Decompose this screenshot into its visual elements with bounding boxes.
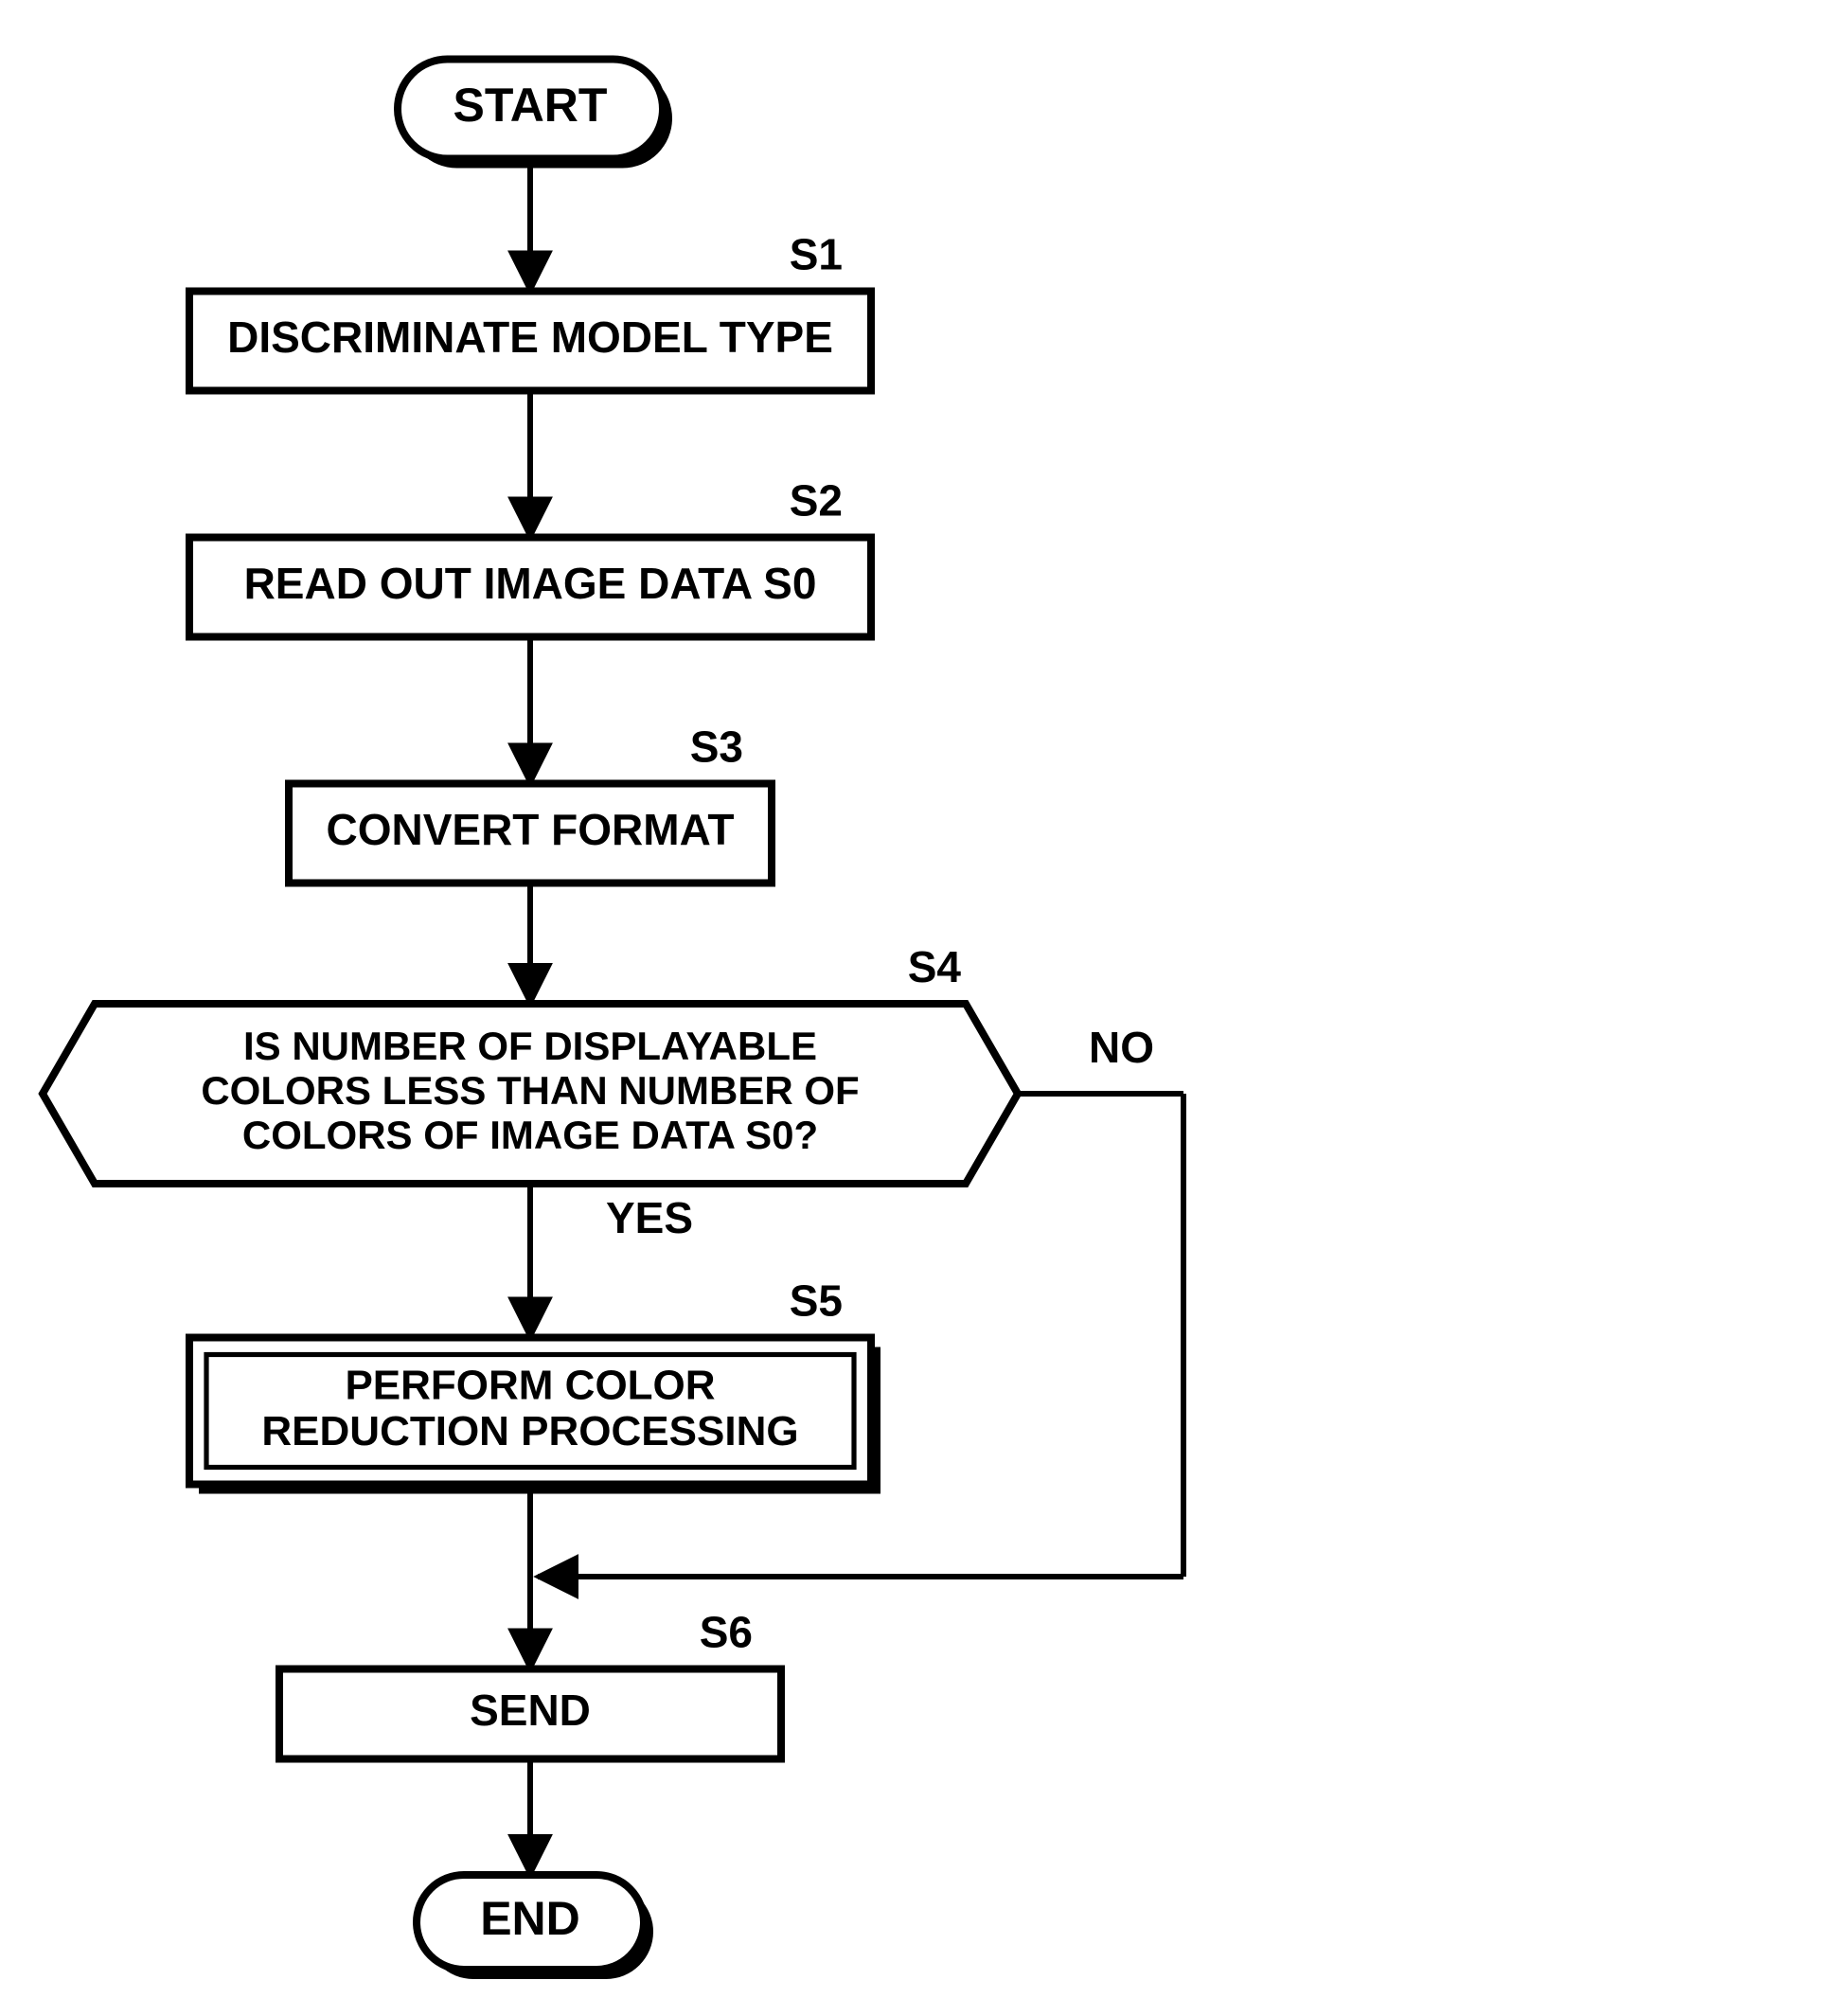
svg-text:NO: NO <box>1089 1023 1154 1072</box>
svg-text:PERFORM COLOR: PERFORM COLOR <box>345 1362 715 1408</box>
svg-text:COLORS OF IMAGE DATA S0?: COLORS OF IMAGE DATA S0? <box>242 1113 818 1157</box>
svg-text:SEND: SEND <box>470 1686 591 1735</box>
svg-text:S3: S3 <box>690 723 743 772</box>
svg-text:IS NUMBER OF DISPLAYABLE: IS NUMBER OF DISPLAYABLE <box>243 1024 817 1068</box>
svg-text:END: END <box>480 1892 580 1945</box>
svg-text:S4: S4 <box>908 942 962 991</box>
svg-text:S1: S1 <box>790 230 843 279</box>
svg-text:COLORS LESS THAN NUMBER OF: COLORS LESS THAN NUMBER OF <box>201 1068 859 1113</box>
flowchart: YES NO START DISCRIMINATE MODEL TYPE S1 READ … <box>0 0 1832 2016</box>
svg-text:CONVERT FORMAT: CONVERT FORMAT <box>326 805 734 854</box>
svg-text:START: START <box>454 79 608 132</box>
svg-text:S5: S5 <box>790 1276 843 1326</box>
svg-text:YES: YES <box>606 1193 693 1242</box>
svg-text:REDUCTION PROCESSING: REDUCTION PROCESSING <box>261 1408 798 1454</box>
svg-text:S2: S2 <box>790 476 843 526</box>
svg-text:READ OUT IMAGE DATA S0: READ OUT IMAGE DATA S0 <box>244 559 817 608</box>
svg-text:S6: S6 <box>700 1608 753 1657</box>
svg-text:DISCRIMINATE MODEL TYPE: DISCRIMINATE MODEL TYPE <box>227 312 833 362</box>
